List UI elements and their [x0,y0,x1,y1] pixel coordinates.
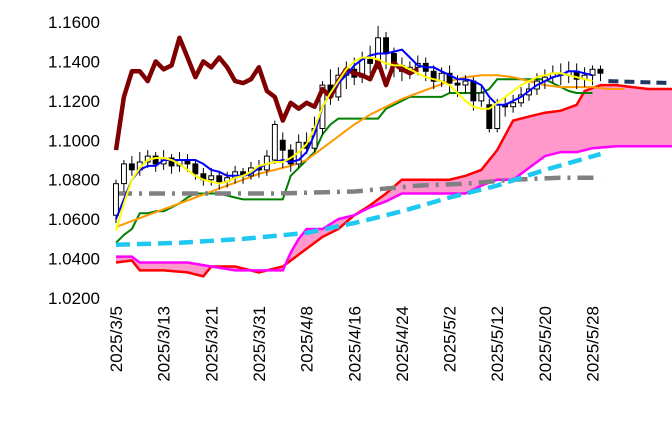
candle [462,75,469,93]
candle [121,160,127,192]
candle-body [113,183,119,216]
candle [152,152,159,172]
y-tick-label: 1.1400 [48,52,100,71]
x-tick-label: 2025/5/28 [584,306,603,382]
candle [216,171,223,190]
candle [446,65,453,93]
series-lines-back [115,74,625,248]
candle-body [128,163,135,171]
candle [510,94,517,113]
x-tick-label: 2025/3/13 [155,306,174,382]
x-axis-tick-labels: 2025/3/5 2025/3/13 2025/3/21 2025/3/31 2025/… [107,306,603,382]
series-line-maroon [113,35,419,151]
x-tick-label: 2025/5/20 [536,306,555,382]
candle-body [367,59,374,64]
x-tick-label: 2025/4/16 [345,306,364,382]
candle [478,85,485,107]
series-line-blue [115,48,593,220]
y-tick-label: 1.0600 [48,210,100,229]
x-tick-label: 2025/4/24 [393,306,412,382]
senkou-span-a [115,83,672,278]
candle-body [462,80,469,86]
candle-body [454,82,461,86]
candle-body [478,92,485,102]
candle [176,152,183,172]
candle [597,65,604,82]
series-line-cyan-dash [115,151,602,248]
candle-body [208,175,215,181]
candle-body [271,124,278,161]
x-tick-label: 2025/4/8 [298,306,317,372]
candle-body [383,37,390,55]
candle-body [279,139,286,151]
cloud-fill [116,85,672,277]
series-line-yellow [115,56,593,232]
candle [502,96,509,117]
candle-body [216,175,223,183]
candle [581,67,588,88]
candle [128,156,135,176]
ichimoku-cloud [115,83,672,278]
y-tick-label: 1.0400 [48,250,100,269]
y-tick-label: 1.1600 [48,13,100,32]
candle-body [510,102,517,108]
x-tick-label: 2025/5/2 [441,306,460,372]
candle [113,179,119,224]
candle [486,98,493,133]
y-tick-label: 1.0800 [48,171,100,190]
candle [367,45,374,74]
y-tick-label: 1.0200 [48,289,100,308]
candle-body [486,104,493,130]
candle-body [430,70,437,82]
y-tick-label: 1.1000 [48,131,100,150]
series-line-navy-dash [608,79,672,86]
candle [589,65,596,86]
candle-body [597,68,604,74]
series-line-gray-dashdot [116,175,601,196]
candle-body [121,163,127,185]
candle [168,154,175,174]
candle [200,167,207,186]
candle-body [589,68,596,76]
candle-body [470,80,477,102]
y-tick-label: 1.1200 [48,92,100,111]
senkou-span-b [116,144,672,272]
x-tick-label: 2025/3/31 [250,306,269,382]
x-tick-label: 2025/3/5 [107,306,126,372]
candle [430,65,437,89]
candle-body [152,155,159,165]
y-axis-tick-labels: 1.0200 1.0400 1.0600 1.0800 1.1000 1.1200 1.14… [48,13,100,308]
candle-body [494,104,501,130]
candle [327,69,334,105]
candle-body [446,72,453,84]
candle [271,120,278,164]
x-tick-label: 2025/5/12 [488,306,507,382]
candle-body [192,163,199,175]
x-tick-label: 2025/3/21 [202,306,221,382]
series-lines-front [113,35,672,232]
